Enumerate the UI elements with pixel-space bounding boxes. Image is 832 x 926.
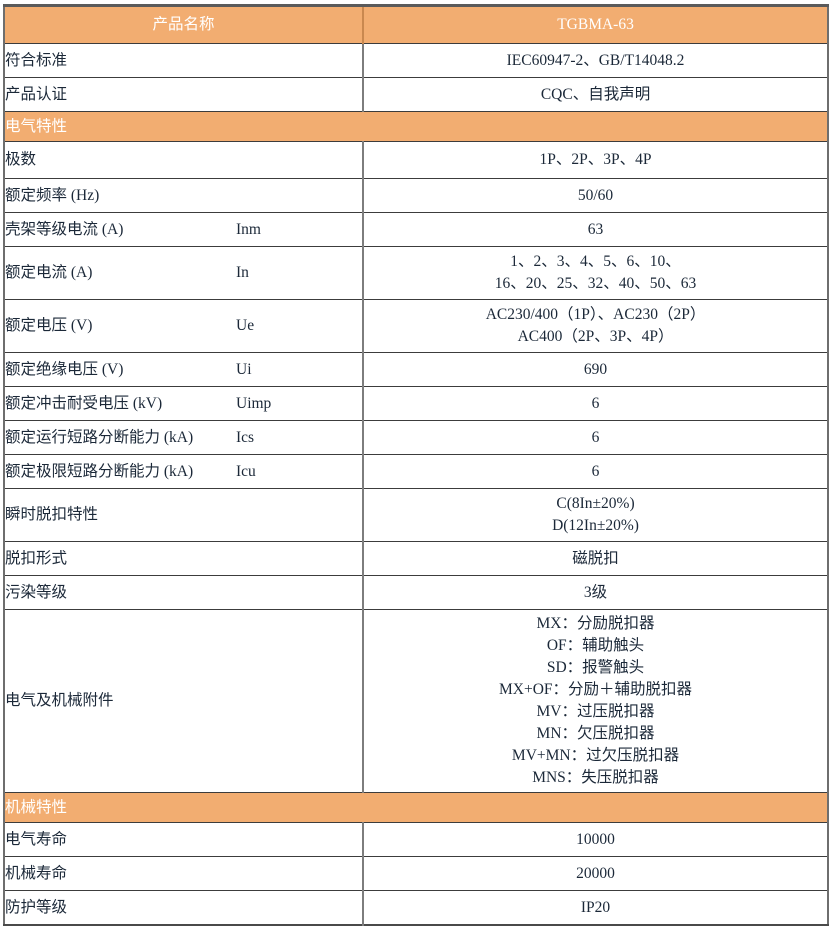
row-value: 3级: [363, 575, 829, 610]
row-symbol: [236, 488, 365, 542]
table-body: 产品名称 TGBMA-63 符合标准 IEC60947-2、GB/T14048.…: [4, 5, 829, 926]
table-row: 电气寿命 10000: [4, 822, 829, 857]
row-symbol: [236, 43, 365, 78]
row-value: IEC60947-2、GB/T14048.2: [363, 43, 829, 78]
row-label: 瞬时脱扣特性: [4, 488, 236, 542]
row-value: 10000: [363, 822, 829, 857]
section-header-mechanical: 机械特性: [4, 792, 829, 823]
row-value: IP20: [363, 890, 829, 926]
row-value: CQC、自我声明: [363, 77, 829, 112]
row-value: 6: [363, 454, 829, 489]
table-row: 额定极限短路分断能力 (kA) Icu 6: [4, 454, 829, 489]
table-row: 壳架等级电流 (A) Inm 63: [4, 212, 829, 247]
header-product-model: TGBMA-63: [363, 5, 829, 44]
row-label: 电气及机械附件: [4, 609, 236, 793]
table-row: 脱扣形式 磁脱扣: [4, 541, 829, 576]
row-symbol: Inm: [236, 212, 365, 247]
row-value: AC230/400（1P）、AC230（2P） AC400（2P、3P、4P）: [363, 299, 829, 353]
row-value: 6: [363, 386, 829, 421]
table-header-row: 产品名称 TGBMA-63: [4, 5, 829, 44]
row-value: C(8In±20%) D(12In±20%): [363, 488, 829, 542]
section-title: 机械特性: [4, 792, 829, 823]
table-row: 额定频率 (Hz) 50/60: [4, 178, 829, 213]
row-symbol: [236, 822, 365, 857]
row-label: 产品认证: [4, 77, 236, 112]
table-row: 额定冲击耐受电压 (kV) Uimp 6: [4, 386, 829, 421]
row-symbol: [236, 178, 365, 213]
row-label: 额定冲击耐受电压 (kV): [4, 386, 236, 421]
table-row: 额定电流 (A) In 1、2、3、4、5、6、10、 16、20、25、32、…: [4, 246, 829, 300]
row-label: 额定电流 (A): [4, 246, 236, 300]
table-row: 极数 1P、2P、3P、4P: [4, 141, 829, 179]
row-symbol: [236, 856, 365, 891]
row-label: 额定极限短路分断能力 (kA): [4, 454, 236, 489]
row-label: 脱扣形式: [4, 541, 236, 576]
section-header-electrical: 电气特性: [4, 111, 829, 142]
row-label: 额定电压 (V): [4, 299, 236, 353]
table-row: 额定运行短路分断能力 (kA) Ics 6: [4, 420, 829, 455]
row-label: 机械寿命: [4, 856, 236, 891]
row-value: 磁脱扣: [363, 541, 829, 576]
row-symbol: Ue: [236, 299, 365, 353]
table-row: 额定绝缘电压 (V) Ui 690: [4, 352, 829, 387]
row-label: 额定频率 (Hz): [4, 178, 236, 213]
row-value: 6: [363, 420, 829, 455]
row-label: 额定绝缘电压 (V): [4, 352, 236, 387]
row-symbol: In: [236, 246, 365, 300]
table-row: 瞬时脱扣特性 C(8In±20%) D(12In±20%): [4, 488, 829, 542]
row-symbol: [236, 541, 365, 576]
specification-table: 产品名称 TGBMA-63 符合标准 IEC60947-2、GB/T14048.…: [3, 4, 830, 926]
section-title: 电气特性: [4, 111, 829, 142]
row-symbol: Icu: [236, 454, 365, 489]
table-row: 符合标准 IEC60947-2、GB/T14048.2: [4, 43, 829, 78]
row-label: 符合标准: [4, 43, 236, 78]
table-row: 额定电压 (V) Ue AC230/400（1P）、AC230（2P） AC40…: [4, 299, 829, 353]
table-row: 机械寿命 20000: [4, 856, 829, 891]
row-symbol: Ics: [236, 420, 365, 455]
row-symbol: [236, 609, 365, 793]
row-label: 防护等级: [4, 890, 236, 926]
row-symbol: [236, 141, 365, 179]
table-row: 产品认证 CQC、自我声明: [4, 77, 829, 112]
row-value: 63: [363, 212, 829, 247]
row-label: 污染等级: [4, 575, 236, 610]
row-label: 极数: [4, 141, 236, 179]
row-value: 1、2、3、4、5、6、10、 16、20、25、32、40、50、63: [363, 246, 829, 300]
row-symbol: [236, 77, 365, 112]
header-product-name: 产品名称: [4, 5, 365, 44]
row-value: 1P、2P、3P、4P: [363, 141, 829, 179]
table-row-accessories: 电气及机械附件 MX：分励脱扣器 OF：辅助触头 SD：报警触头 MX+OF：分…: [4, 609, 829, 793]
row-value: 690: [363, 352, 829, 387]
row-value: 50/60: [363, 178, 829, 213]
row-label: 壳架等级电流 (A): [4, 212, 236, 247]
row-label: 电气寿命: [4, 822, 236, 857]
row-symbol: [236, 890, 365, 926]
row-value: MX：分励脱扣器 OF：辅助触头 SD：报警触头 MX+OF：分励＋辅助脱扣器 …: [363, 609, 829, 793]
row-label: 额定运行短路分断能力 (kA): [4, 420, 236, 455]
row-symbol: Uimp: [236, 386, 365, 421]
row-symbol: Ui: [236, 352, 365, 387]
table-row: 污染等级 3级: [4, 575, 829, 610]
table-row: 防护等级 IP20: [4, 890, 829, 926]
row-value: 20000: [363, 856, 829, 891]
row-symbol: [236, 575, 365, 610]
